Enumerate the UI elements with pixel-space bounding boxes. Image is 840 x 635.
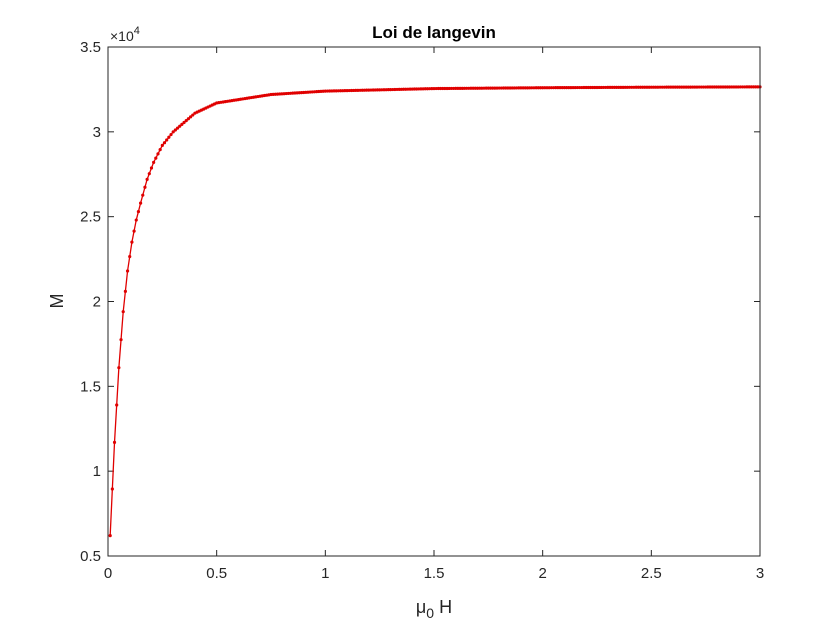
data-point: [156, 152, 160, 156]
data-point: [141, 193, 145, 197]
x-tick-label: 0.5: [206, 565, 227, 582]
data-point: [134, 218, 138, 222]
data-point: [145, 177, 149, 181]
y-tick-label: 2: [93, 294, 101, 311]
data-point: [119, 338, 123, 342]
data-point: [188, 115, 193, 119]
data-point: [158, 148, 162, 152]
data-point: [149, 166, 154, 170]
y-exponent-power: 4: [134, 25, 140, 37]
data-point: [178, 124, 182, 128]
data-point: [171, 130, 175, 134]
y-tick-label: 3: [93, 124, 101, 141]
plot-area: [108, 47, 760, 556]
data-point: [112, 440, 117, 444]
data-point: [108, 534, 112, 538]
data-point: [143, 185, 147, 189]
axes-box: [107, 46, 761, 557]
series-points: [108, 85, 762, 538]
data-point: [110, 487, 114, 491]
data-point: [139, 201, 143, 205]
y-tick-label: 0.5: [80, 548, 101, 565]
data-point: [147, 172, 151, 176]
x-axis-label-rest: H: [434, 597, 452, 617]
x-tick-label: 3: [756, 565, 764, 582]
data-point: [121, 310, 125, 314]
data-point: [167, 135, 171, 139]
tick-labels: 0 0.5 1 1.5 2 2.5 30.511.522.533.5: [80, 39, 764, 582]
data-point: [123, 289, 127, 293]
y-exponent-base: ×10: [110, 28, 134, 44]
y-tick-label: 3.5: [80, 39, 101, 56]
x-tick-label: 0: [104, 565, 112, 582]
data-point: [175, 126, 180, 130]
y-tick-label: 1: [93, 463, 101, 480]
data-point: [128, 254, 132, 259]
x-tick-label: 1.5: [424, 565, 445, 582]
data-point: [136, 209, 141, 214]
x-axis-label-subscript: 0: [426, 605, 434, 621]
data-point: [165, 138, 169, 142]
y-axis-label: M: [47, 294, 67, 309]
chart-title: Loi de langevin: [372, 23, 496, 42]
data-point: [184, 119, 188, 123]
x-axis-label: μ0 H: [416, 597, 452, 621]
data-point: [186, 117, 191, 121]
data-point: [130, 240, 134, 244]
data-point: [180, 122, 184, 126]
data-point: [169, 132, 173, 137]
data-point: [117, 366, 121, 370]
data-point: [125, 269, 130, 273]
y-tick-label: 2.5: [80, 209, 101, 226]
x-tick-label: 2: [538, 565, 546, 582]
data-point: [162, 141, 167, 145]
x-tick-label: 2.5: [641, 565, 662, 582]
data-point: [132, 229, 136, 233]
data-point: [152, 160, 156, 164]
data-point: [173, 128, 177, 132]
x-axis-label-base: μ: [416, 597, 426, 617]
y-tick-label: 1.5: [80, 378, 101, 395]
data-point: [182, 120, 186, 125]
x-tick-label: 1: [321, 565, 329, 582]
y-axis-exponent: ×104: [110, 25, 140, 44]
data-point: [154, 156, 158, 160]
data-point: [160, 143, 164, 148]
data-point: [115, 403, 119, 407]
data-point: [191, 113, 195, 117]
